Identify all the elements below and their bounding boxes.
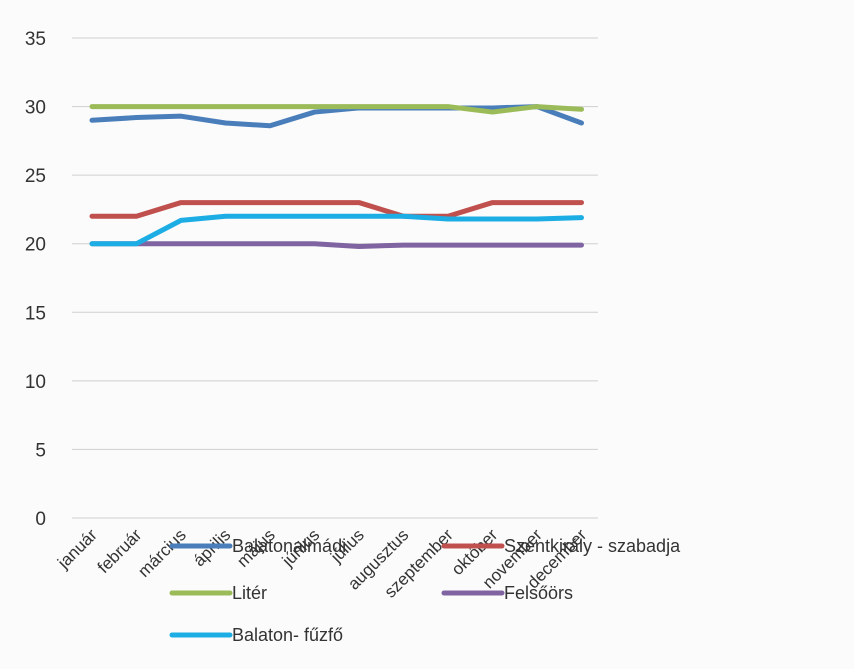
series-lines xyxy=(89,104,584,249)
y-tick-label: 30 xyxy=(25,98,46,119)
series-line-3 xyxy=(89,104,584,115)
y-tick-label: 15 xyxy=(25,303,46,324)
series-line-1 xyxy=(89,104,584,129)
series-line-2 xyxy=(89,200,584,219)
series-line-5 xyxy=(89,213,584,247)
y-tick-label: 5 xyxy=(35,440,46,461)
y-tick-label: 25 xyxy=(25,166,46,187)
legend-label: Balaton- fűzfő xyxy=(232,625,343,645)
legend-label: Szentkirály - szabadja xyxy=(504,536,681,556)
legend-label: Litér xyxy=(232,583,267,603)
y-tick-label: 20 xyxy=(25,235,46,256)
legend-label: Felsőörs xyxy=(504,583,573,603)
y-axis-tick-labels: 0 5 10 15 20 25 30 35 xyxy=(25,29,46,530)
y-tick-label: 10 xyxy=(25,372,46,393)
y-tick-label: 0 xyxy=(35,509,46,530)
y-tick-label: 35 xyxy=(25,29,46,50)
x-tick-label: március xyxy=(134,525,190,581)
legend: Balatonalmádi Szentkirály - szabadja Litér… xyxy=(169,536,681,645)
x-tick-label: január xyxy=(53,525,101,573)
legend-label: Balatonalmádi xyxy=(232,536,346,556)
series-line-4 xyxy=(89,241,584,249)
